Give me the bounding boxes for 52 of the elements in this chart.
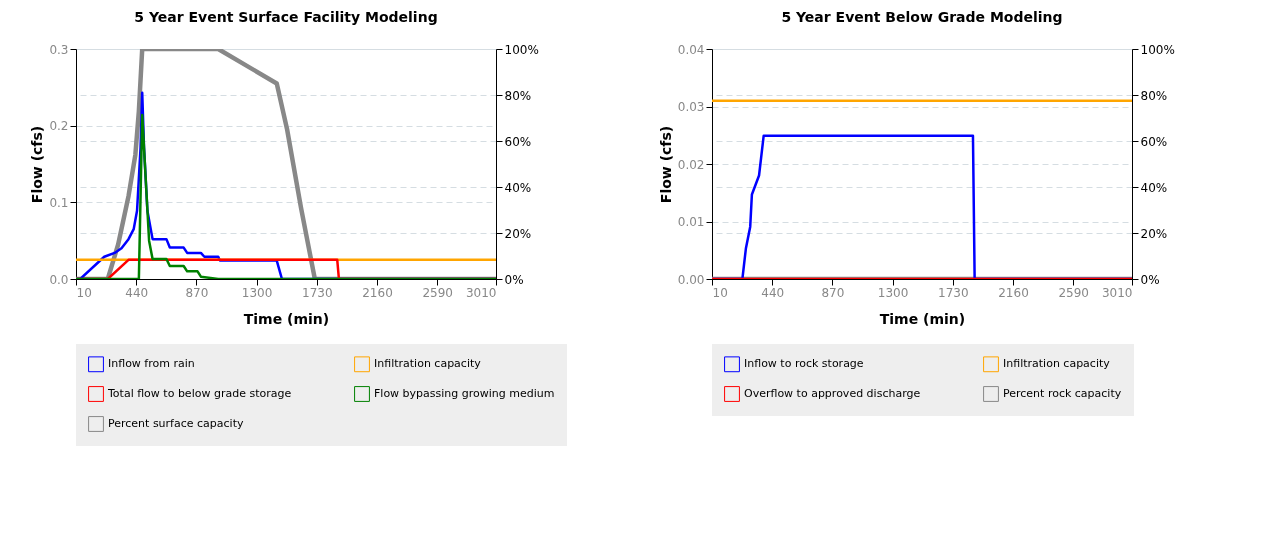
y2-tick-label: 60%: [504, 134, 532, 149]
y-axis-title: Flow (cfs): [29, 125, 46, 204]
chart-title: 5 Year Event Surface Facility Modeling: [134, 9, 438, 25]
y2-tick-label: 100%: [504, 42, 539, 57]
y-tick-label: 0.01: [677, 215, 705, 229]
legend-label: Inflow from rain: [108, 357, 195, 371]
y-tick-label: 0.0: [49, 272, 69, 287]
x-tick-label: 3010: [1101, 285, 1133, 300]
x-tick-label: 870: [821, 285, 845, 300]
y2-tick-label: 80%: [504, 88, 532, 103]
y-tick-label: 0.3: [49, 42, 69, 57]
x-tick-label: 2590: [422, 285, 453, 300]
x-tick-label: 1300: [877, 285, 909, 300]
legend-label: Inflow to rock storage: [744, 357, 864, 371]
legend-label: Overflow to approved discharge: [744, 387, 921, 400]
x-tick-label: 1300: [241, 285, 273, 300]
y2-tick-label: 0%: [504, 272, 524, 287]
y-tick-label: 0.00: [677, 272, 705, 287]
x-tick-label: 870: [185, 285, 209, 300]
chart-title: 5 Year Event Below Grade Modeling: [781, 9, 1063, 25]
x-axis-title: Time (min): [879, 310, 966, 327]
y-tick-label: 0.02: [677, 157, 705, 172]
x-tick-label: 10: [712, 285, 728, 300]
y2-tick-label: 100%: [1140, 42, 1175, 57]
y2-tick-label: 0%: [1140, 272, 1160, 287]
x-tick-label: 2590: [1058, 285, 1089, 300]
y2-tick-label: 60%: [1140, 134, 1168, 149]
legend-label: Flow bypassing growing medium: [374, 387, 555, 400]
x-tick-label: 1730: [302, 285, 333, 300]
x-tick-label: 10: [76, 285, 92, 300]
x-axis-title: Time (min): [243, 310, 330, 327]
legend-label: Percent surface capacity: [108, 417, 244, 430]
y2-tick-label: 40%: [1140, 180, 1168, 195]
x-tick-label: 440: [761, 285, 785, 300]
x-tick-label: 440: [125, 285, 149, 300]
x-tick-label: 2160: [362, 285, 393, 300]
legend-label: Infiltration capacity: [1003, 357, 1111, 371]
y2-tick-label: 80%: [1140, 88, 1168, 103]
x-tick-label: 1730: [938, 285, 969, 300]
y2-tick-label: 20%: [504, 226, 532, 241]
x-tick-label: 3010: [465, 285, 497, 300]
legend-label: Infiltration capacity: [374, 357, 482, 371]
y-tick-label: 0.2: [49, 119, 69, 134]
y-tick-label: 0.04: [677, 42, 705, 57]
y-tick-label: 0.1: [49, 195, 69, 210]
y-axis-title: Flow (cfs): [657, 125, 674, 204]
x-tick-label: 2160: [998, 285, 1029, 300]
legend-label: Percent rock capacity: [1003, 387, 1122, 400]
legend-label: Total flow to below grade storage: [107, 387, 292, 400]
y2-tick-label: 40%: [504, 180, 532, 195]
y2-tick-label: 20%: [1140, 226, 1168, 241]
y-tick-label: 0.03: [677, 100, 705, 114]
